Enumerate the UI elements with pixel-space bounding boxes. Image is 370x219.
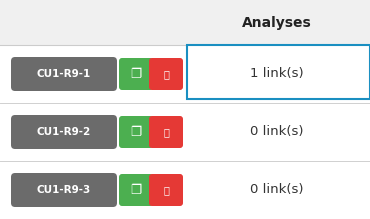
Bar xyxy=(0,103,370,161)
FancyBboxPatch shape xyxy=(11,173,117,207)
FancyBboxPatch shape xyxy=(119,58,153,90)
Text: 🗑: 🗑 xyxy=(163,185,169,195)
Text: CU1-R9-2: CU1-R9-2 xyxy=(37,127,91,137)
Bar xyxy=(187,45,370,99)
Text: CU1-R9-3: CU1-R9-3 xyxy=(37,185,91,195)
FancyBboxPatch shape xyxy=(11,115,117,149)
Text: ❐: ❐ xyxy=(130,184,142,196)
Bar xyxy=(0,45,370,103)
Text: ❐: ❐ xyxy=(130,125,142,138)
Text: 1 link(s): 1 link(s) xyxy=(250,67,303,81)
Text: 0 link(s): 0 link(s) xyxy=(250,184,303,196)
Text: 🗑: 🗑 xyxy=(163,127,169,137)
Text: Analyses: Analyses xyxy=(242,16,312,30)
Text: ❐: ❐ xyxy=(130,67,142,81)
Text: 🗑: 🗑 xyxy=(163,69,169,79)
Text: CU1-R9-1: CU1-R9-1 xyxy=(37,69,91,79)
FancyBboxPatch shape xyxy=(149,116,183,148)
FancyBboxPatch shape xyxy=(11,57,117,91)
Bar xyxy=(0,161,370,219)
FancyBboxPatch shape xyxy=(149,174,183,206)
FancyBboxPatch shape xyxy=(119,174,153,206)
FancyBboxPatch shape xyxy=(119,116,153,148)
FancyBboxPatch shape xyxy=(149,58,183,90)
Text: 0 link(s): 0 link(s) xyxy=(250,125,303,138)
Bar xyxy=(0,0,370,45)
